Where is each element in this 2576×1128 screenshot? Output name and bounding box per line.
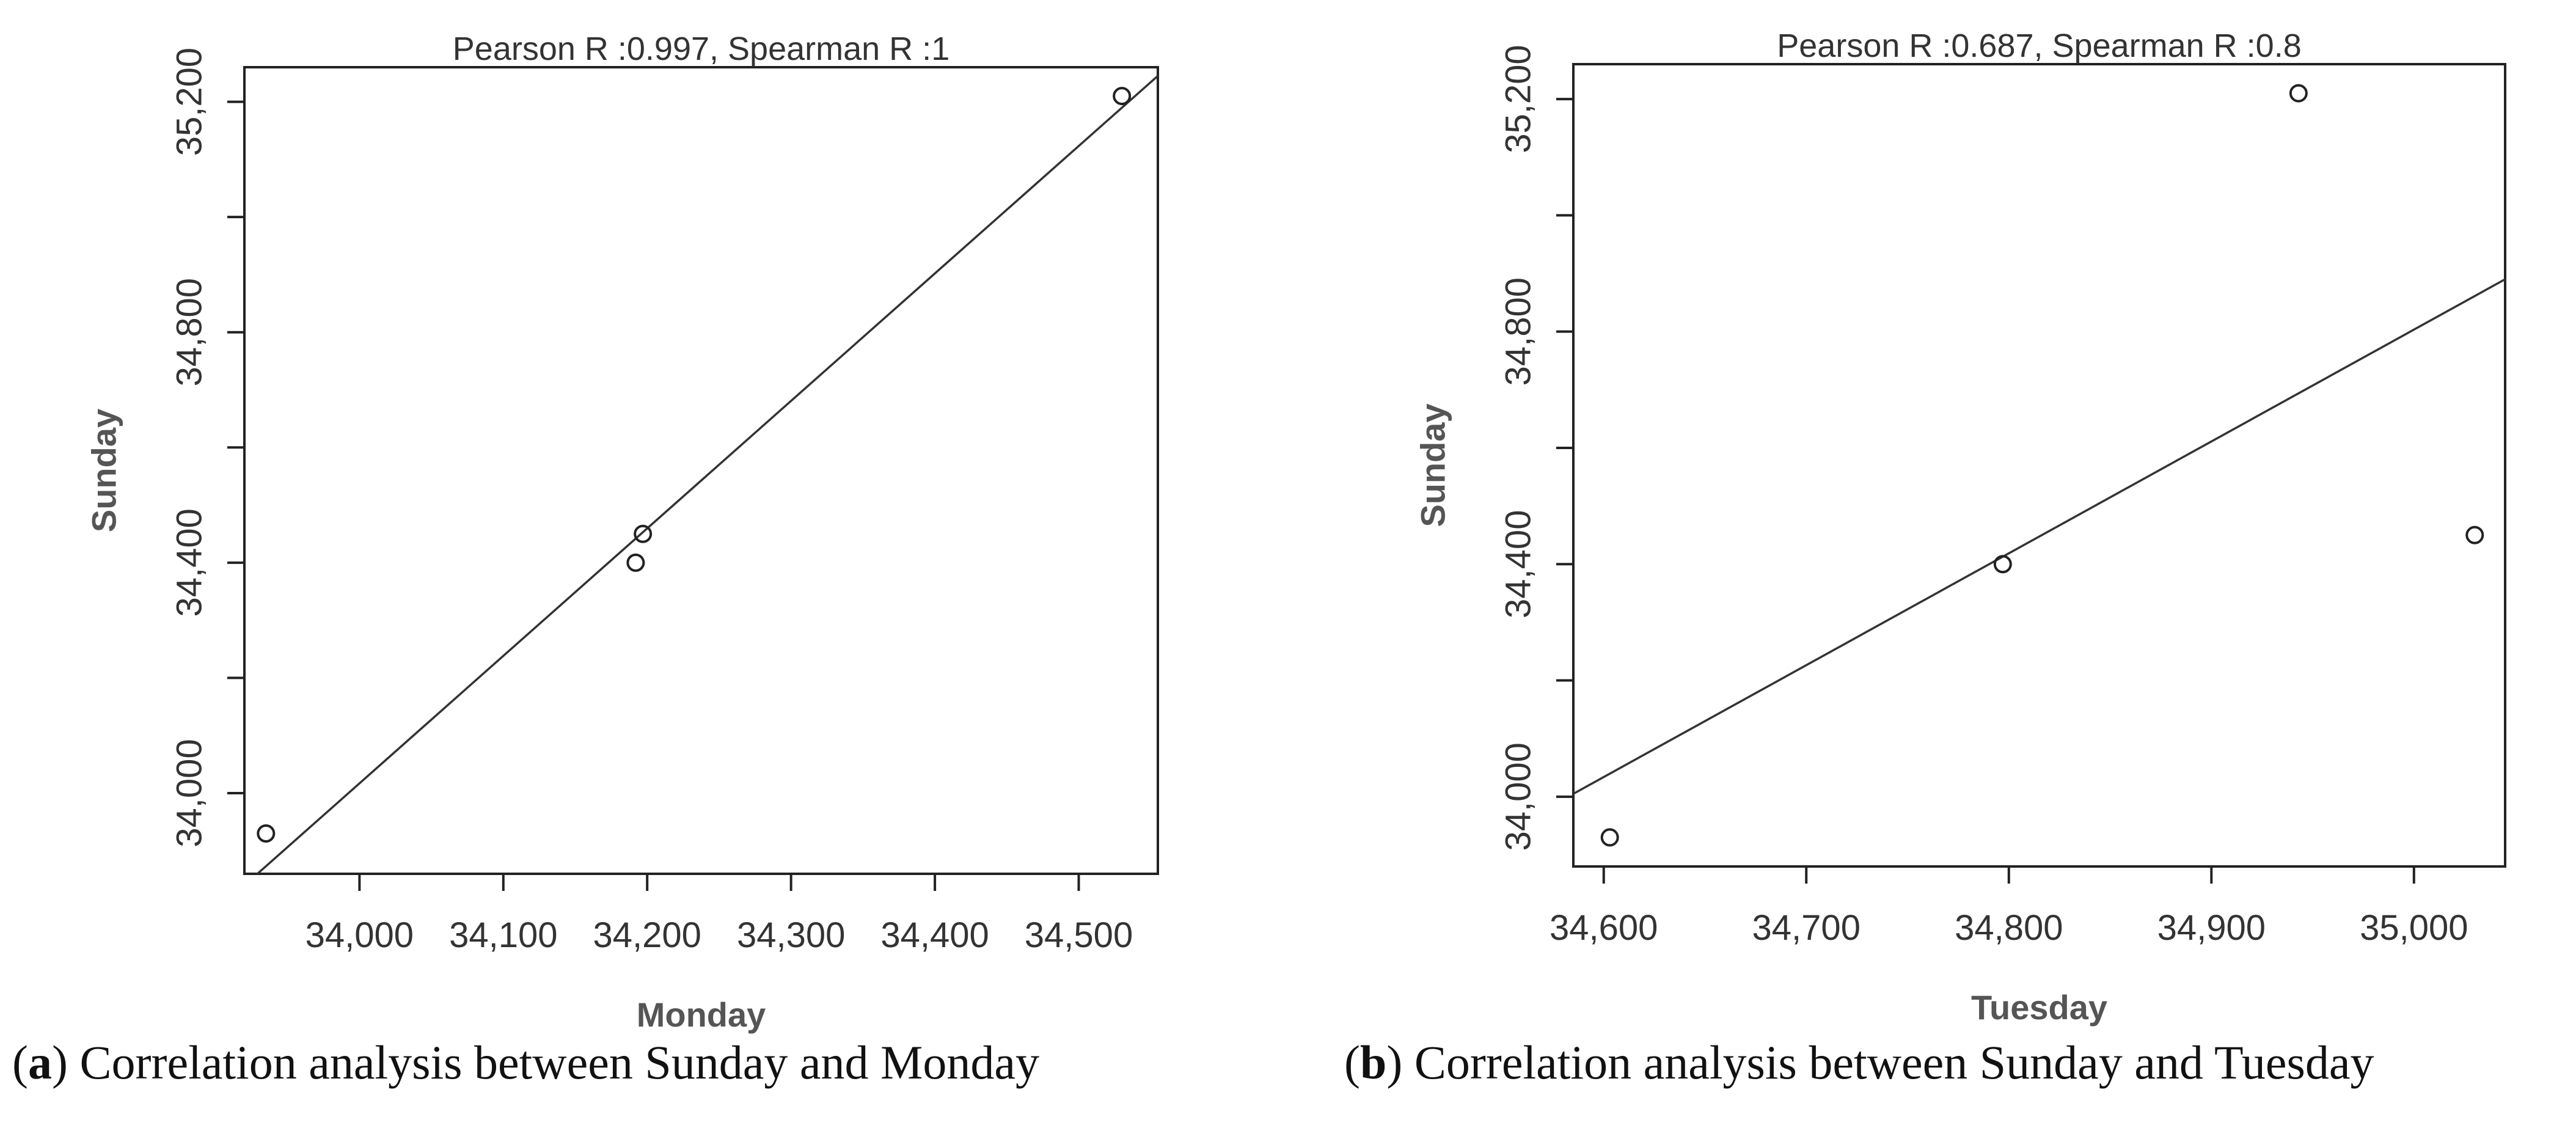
data-point xyxy=(2289,84,2308,103)
x-axis-label: Tuesday xyxy=(1971,988,2107,1027)
x-tick-label: 34,400 xyxy=(880,915,989,955)
x-axis-label: Monday xyxy=(637,995,766,1034)
x-tick-label: 34,900 xyxy=(2157,908,2266,948)
chart-panel-b: Pearson R :0.687, Spearman R :0.8 34,600 3… xyxy=(1414,27,2506,1027)
data-point xyxy=(634,524,653,543)
data-point xyxy=(2465,526,2484,544)
regression-line xyxy=(1573,278,2505,795)
x-tick-label: 34,100 xyxy=(449,915,557,955)
y-tick-label: 34,800 xyxy=(170,278,210,386)
x-tick-label: 34,800 xyxy=(1955,908,2063,948)
data-point xyxy=(257,824,276,843)
y-tick-label: 34,400 xyxy=(170,508,210,617)
x-tick-label: 34,500 xyxy=(1025,915,1133,955)
y-axis-label: Sunday xyxy=(85,409,123,532)
x-tick-label: 34,000 xyxy=(306,915,414,955)
x-tick-label: 35,000 xyxy=(2360,908,2468,948)
data-point xyxy=(1113,87,1132,106)
caption-b: (b) Correlation analysis between Sunday … xyxy=(1344,1036,2374,1089)
y-tick-label: 34,400 xyxy=(1499,510,1539,618)
chart-title: Pearson R :0.687, Spearman R :0.8 xyxy=(1777,27,2302,64)
chart-panel-a: Pearson R :0.997, Spearman R :1 34,000 34,… xyxy=(85,31,1159,1034)
y-tick-label: 34,000 xyxy=(1499,742,1539,851)
data-point xyxy=(1600,828,1619,847)
plot-frame xyxy=(243,66,1159,875)
y-tick-label: 34,000 xyxy=(170,739,210,847)
y-tick-label: 34,800 xyxy=(1499,277,1539,386)
caption-a: (a) Correlation analysis between Sunday … xyxy=(12,1036,1039,1089)
chart-title: Pearson R :0.997, Spearman R :1 xyxy=(453,31,950,67)
y-tick-label: 35,200 xyxy=(170,48,210,156)
caption-b-label: b xyxy=(1359,1036,1387,1089)
caption-a-text: Correlation analysis between Sunday and … xyxy=(79,1036,1039,1089)
caption-a-label: a xyxy=(27,1036,52,1089)
data-point xyxy=(626,553,645,572)
x-tick-label: 34,200 xyxy=(593,915,701,955)
x-tick-label: 34,600 xyxy=(1550,908,1658,948)
y-tick-label: 35,200 xyxy=(1499,45,1539,153)
regression-line xyxy=(255,75,1158,874)
caption-b-text: Correlation analysis between Sunday and … xyxy=(1414,1036,2374,1089)
plot-frame xyxy=(1572,63,2506,868)
y-axis-label: Sunday xyxy=(1414,403,1452,527)
x-tick-label: 34,300 xyxy=(737,915,845,955)
x-tick-label: 34,700 xyxy=(1752,908,1861,948)
data-point xyxy=(1993,555,2012,574)
